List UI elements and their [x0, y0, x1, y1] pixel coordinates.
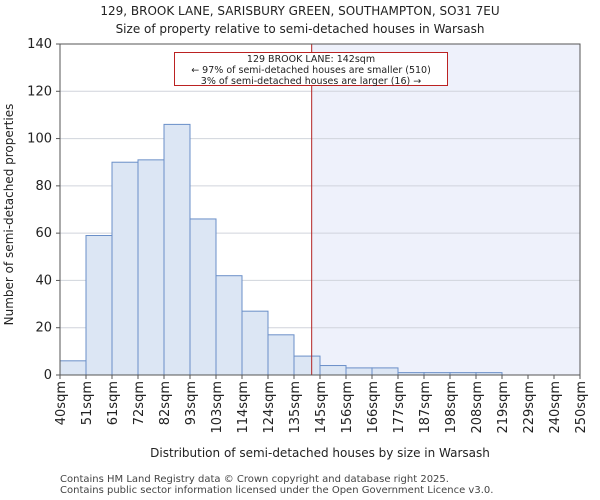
x-tick-label: 198sqm — [444, 381, 459, 434]
property-annotation-box: 129 BROOK LANE: 142sqm ← 97% of semi-det… — [174, 52, 448, 87]
x-tick-label: 61sqm — [106, 381, 121, 425]
x-tick-label: 229sqm — [522, 381, 537, 434]
y-tick-label: 80 — [35, 179, 52, 194]
larger-region-shading — [311, 44, 580, 375]
annotation-line-3: 3% of semi-detached houses are larger (1… — [200, 76, 422, 87]
x-tick-label: 219sqm — [496, 381, 511, 434]
histogram-bar — [137, 159, 165, 376]
x-tick-label: 250sqm — [574, 381, 589, 434]
footer-copyright: Contains HM Land Registry data © Crown c… — [60, 474, 449, 485]
x-axis-label: Distribution of semi-detached houses by … — [150, 446, 490, 460]
y-tick-label: 100 — [27, 132, 52, 147]
x-tick-label: 82sqm — [158, 381, 173, 425]
x-tick-label: 240sqm — [548, 381, 563, 434]
y-tick-label: 140 — [27, 37, 52, 52]
x-tick-label: 166sqm — [366, 381, 381, 434]
histogram-bar — [59, 360, 87, 376]
histogram-bar — [111, 161, 139, 376]
y-tick-label: 60 — [35, 226, 52, 241]
y-tick-label: 0 — [44, 368, 52, 383]
chart-subtitle: Size of property relative to semi-detach… — [115, 22, 485, 36]
y-tick-label: 20 — [35, 321, 52, 336]
x-tick-label: 51sqm — [80, 381, 95, 425]
x-tick-label: 208sqm — [470, 381, 485, 434]
footer-licence: Contains public sector information licen… — [60, 485, 494, 496]
histogram-bar — [189, 218, 217, 376]
histogram-bar — [319, 365, 347, 376]
histogram-bar — [215, 275, 243, 376]
x-tick-label: 103sqm — [210, 381, 225, 434]
y-tick-label: 40 — [35, 273, 52, 288]
histogram-bar — [241, 310, 269, 376]
chart-title: 129, BROOK LANE, SARISBURY GREEN, SOUTHA… — [100, 4, 500, 18]
histogram-chart: 0 20 40 60 80 100 120 140 40sqm 51sqm 61sqm 72sqm 82… — [2, 37, 589, 460]
x-tick-label: 177sqm — [392, 381, 407, 434]
x-tick-label: 124sqm — [262, 381, 277, 434]
x-tick-label: 187sqm — [418, 381, 433, 434]
x-tick-label: 135sqm — [288, 381, 303, 434]
annotation-line-2: ← 97% of semi-detached houses are smalle… — [191, 65, 431, 76]
x-tick-label: 40sqm — [54, 381, 69, 425]
histogram-bar — [163, 123, 191, 376]
y-axis-label: Number of semi-detached properties — [2, 104, 16, 326]
histogram-bar — [85, 235, 113, 376]
y-tick-label: 120 — [27, 84, 52, 99]
annotation-line-1: 129 BROOK LANE: 142sqm — [246, 54, 376, 65]
x-tick-label: 114sqm — [236, 381, 251, 434]
x-tick-label: 156sqm — [340, 381, 355, 434]
histogram-bar — [345, 367, 373, 376]
histogram-bar — [293, 355, 321, 376]
x-tick-label: 93sqm — [184, 381, 199, 425]
x-tick-label: 145sqm — [314, 381, 329, 434]
histogram-bar — [267, 334, 295, 376]
x-tick-label: 72sqm — [132, 381, 147, 425]
histogram-bar — [371, 367, 399, 376]
